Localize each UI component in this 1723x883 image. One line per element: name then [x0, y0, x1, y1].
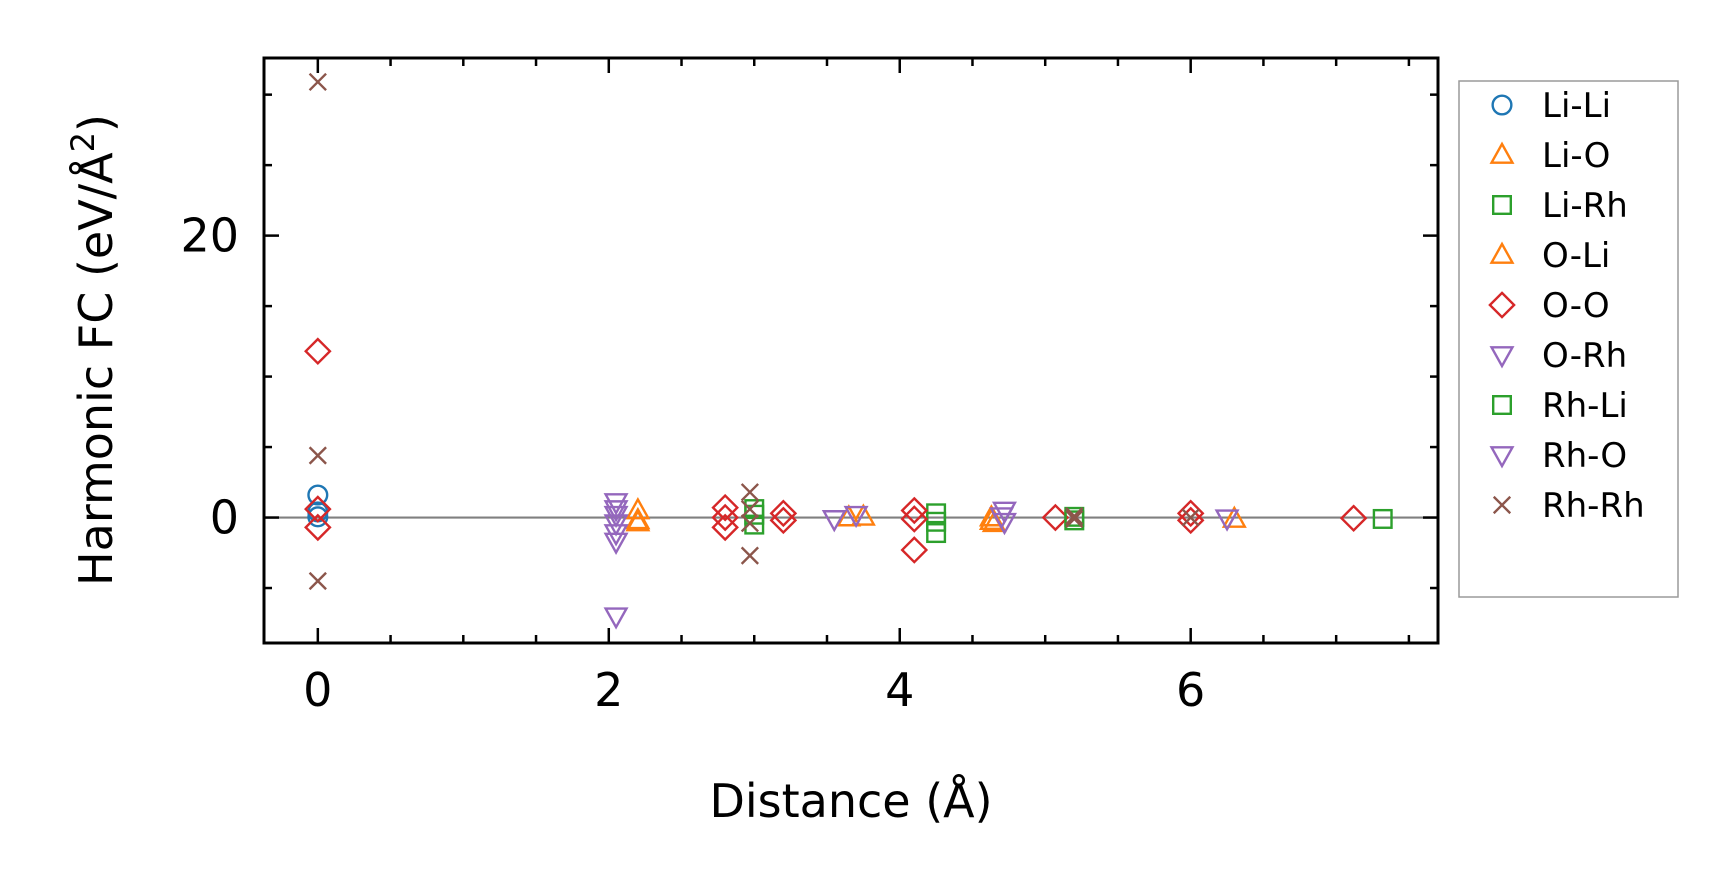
data-point-li-o [1221, 505, 1247, 528]
data-point-li-o [625, 497, 651, 520]
data-point-o-rh [1214, 509, 1240, 532]
data-point-li-li [307, 484, 329, 506]
data-point-li-rh [926, 511, 947, 532]
data-points [304, 72, 1393, 630]
y-tick-label: 20 [180, 209, 239, 263]
data-point-o-o [304, 513, 332, 542]
y-axis-title: Harmonic FC (eV/Å2) [64, 114, 123, 586]
legend-label: Rh-O [1542, 436, 1627, 476]
legend-label: Li-O [1542, 136, 1610, 176]
data-point-rh-li [1064, 510, 1085, 531]
data-point-rh-rh [740, 546, 759, 565]
legend-label: Li-Li [1542, 86, 1611, 126]
data-point-o-o [1041, 503, 1070, 532]
data-point-o-o [304, 495, 332, 523]
legend-marker-o-li [1489, 241, 1515, 264]
data-point-rh-rh [308, 446, 327, 465]
data-point-rh-o [603, 532, 629, 555]
data-point-rh-rh [1065, 507, 1084, 526]
x-axis-title: Distance (Å) [709, 774, 992, 828]
data-point-li-o [850, 503, 876, 526]
data-point-o-o [900, 536, 929, 564]
legend-marker-li-rh [1491, 194, 1512, 215]
data-point-o-rh [603, 607, 629, 630]
x-tick-label: 4 [885, 663, 914, 717]
data-point-o-o [711, 513, 739, 542]
legend-marker-li-o [1489, 141, 1515, 164]
y-tick-label: 0 [210, 491, 239, 545]
data-point-rh-rh [740, 499, 759, 519]
data-point-o-o [769, 506, 798, 535]
data-point-li-li [307, 506, 329, 528]
data-point-o-o [1176, 506, 1205, 535]
legend-label: Li-Rh [1542, 186, 1628, 226]
x-tick-label: 6 [1176, 663, 1205, 717]
plot-frame [262, 56, 1440, 645]
data-point-li-rh [744, 514, 765, 535]
legend-label: O-O [1542, 286, 1610, 326]
data-point-o-rh [843, 505, 869, 529]
y-axis-title-sup: 2 [64, 132, 102, 152]
data-point-o-rh [603, 500, 629, 523]
y-axis-title-main: Harmonic FC (eV/Å [69, 152, 123, 586]
x-tick-label: 0 [303, 663, 332, 717]
data-point-li-o [836, 504, 862, 527]
x-tick-label: 2 [594, 663, 623, 717]
data-point-li-rh [926, 523, 947, 544]
legend-label: O-Li [1542, 236, 1610, 276]
data-point-o-o [304, 337, 332, 366]
legend-marker-rh-o [1489, 446, 1515, 469]
data-point-o-o [900, 496, 929, 525]
data-point-o-o [711, 503, 739, 532]
data-point-o-o [711, 493, 739, 522]
data-point-rh-rh [740, 514, 759, 533]
legend: Li-Li Li-O Li-Rh O-Li O-O O-Rh Rh-Li Rh-O Rh-Rh [1458, 80, 1679, 598]
data-point-rh-rh [308, 571, 327, 591]
y-axis-title-end: ) [69, 114, 123, 132]
data-point-li-rh [1372, 508, 1393, 529]
axis-ticks: 0 2 4 6 0 20 [180, 58, 1438, 717]
data-point-o-o [1339, 504, 1368, 533]
data-point-o-o [900, 505, 929, 533]
plot-area [264, 58, 1438, 643]
data-point-rh-rh [308, 72, 327, 92]
legend-label: Rh-Rh [1542, 486, 1645, 526]
legend-marker-rh-rh [1492, 495, 1512, 515]
data-point-o-li [625, 509, 651, 532]
data-point-rh-rh [1181, 508, 1200, 527]
data-point-rh-rh [740, 483, 759, 502]
data-point-o-rh [603, 493, 629, 516]
data-point-o-o [769, 499, 798, 528]
data-point-o-rh [821, 510, 847, 533]
data-point-rh-rh [1065, 509, 1084, 529]
legend-marker-o-rh [1489, 346, 1515, 369]
data-point-rh-o [989, 507, 1015, 530]
legend-marker-li-li [1491, 94, 1513, 116]
legend-marker-rh-li [1491, 395, 1512, 416]
legend-label: O-Rh [1542, 336, 1627, 376]
legend-marker-o-o [1488, 291, 1516, 319]
legend-label: Rh-Li [1542, 386, 1628, 426]
